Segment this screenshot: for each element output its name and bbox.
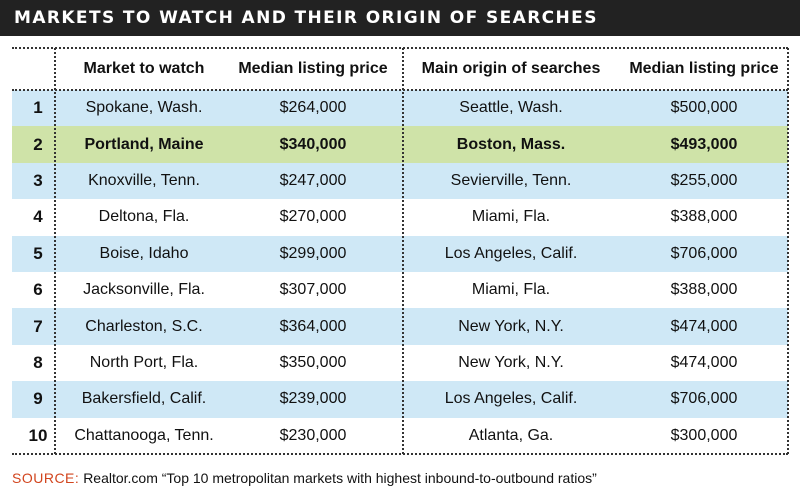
source-label: SOURCE: bbox=[12, 470, 80, 486]
cell-origin: New York, N.Y. bbox=[458, 317, 564, 335]
cell-origin-price: $388,000 bbox=[670, 281, 738, 299]
cell-origin: Los Angeles, Calif. bbox=[444, 244, 578, 262]
table-row: 10 Chattanooga, Tenn. $230,000 Atlanta, Ga.… bbox=[12, 418, 788, 454]
cell-rank: 5 bbox=[33, 243, 43, 263]
cell-market-price: $364,000 bbox=[279, 317, 347, 335]
table-row: 9 Bakersfield, Calif. $239,000 Los Angeles,… bbox=[12, 381, 788, 418]
cell-origin-price: $500,000 bbox=[670, 99, 738, 117]
cell-market-price: $350,000 bbox=[279, 353, 347, 371]
cell-rank: 8 bbox=[33, 352, 43, 372]
source-note: SOURCE: Realtor.com “Top 10 metropolitan… bbox=[12, 470, 597, 486]
table-row: 2 Portland, Maine $340,000 Boston, Mass. $49… bbox=[12, 126, 788, 163]
cell-market-price: $299,000 bbox=[279, 244, 347, 262]
cell-market: Chattanooga, Tenn. bbox=[74, 426, 214, 444]
table-divider bbox=[787, 48, 789, 454]
cell-market-price: $340,000 bbox=[279, 135, 347, 153]
cell-origin: Atlanta, Ga. bbox=[468, 426, 554, 444]
table-row: 3 Knoxville, Tenn. $247,000 Sevierville, Te… bbox=[12, 162, 788, 200]
table-row: 7 Charleston, S.C. $364,000 New York, N.Y. $… bbox=[12, 308, 788, 345]
table-row: 1 Spokane, Wash. $264,000 Seattle, Wash. $50… bbox=[12, 90, 788, 127]
cell-rank: 7 bbox=[33, 316, 43, 336]
source-text: Realtor.com “Top 10 metropolitan markets… bbox=[83, 470, 597, 486]
table-rule bbox=[12, 47, 788, 49]
cell-origin: Los Angeles, Calif. bbox=[444, 390, 578, 408]
header-market-price: Median listing price bbox=[238, 60, 388, 77]
cell-origin: New York, N.Y. bbox=[458, 353, 564, 371]
table-rule bbox=[12, 89, 788, 91]
cell-origin-price: $706,000 bbox=[670, 390, 738, 408]
cell-rank: 6 bbox=[33, 280, 43, 300]
cell-origin-price: $474,000 bbox=[670, 317, 738, 335]
cell-origin: Miami, Fla. bbox=[471, 208, 551, 226]
cell-market: North Port, Fla. bbox=[89, 353, 199, 371]
cell-origin-price: $388,000 bbox=[670, 208, 738, 226]
table-row: 8 North Port, Fla. $350,000 New York, N.Y. $… bbox=[12, 345, 788, 381]
table-divider bbox=[54, 48, 56, 454]
cell-market: Bakersfield, Calif. bbox=[81, 390, 207, 408]
cell-market-price: $307,000 bbox=[279, 281, 347, 299]
cell-market: Deltona, Fla. bbox=[98, 208, 190, 226]
table-divider bbox=[402, 48, 404, 454]
cell-rank: 10 bbox=[28, 425, 48, 445]
cell-market: Spokane, Wash. bbox=[85, 99, 203, 117]
cell-origin: Boston, Mass. bbox=[456, 135, 566, 153]
cell-market-price: $239,000 bbox=[279, 390, 347, 408]
table-rule bbox=[12, 453, 788, 455]
cell-market: Jacksonville, Fla. bbox=[83, 281, 205, 299]
header-market: Market to watch bbox=[83, 60, 205, 77]
chart-title: MARKETS TO WATCH AND THEIR ORIGIN OF SEA… bbox=[0, 0, 800, 36]
table-row: 4 Deltona, Fla. $270,000 Miami, Fla. $388,00… bbox=[12, 199, 788, 235]
cell-origin-price: $706,000 bbox=[670, 244, 738, 262]
cell-origin: Seattle, Wash. bbox=[459, 99, 563, 117]
table-header-row: Market to watch Median listing price Main … bbox=[12, 48, 788, 90]
cell-rank: 2 bbox=[33, 134, 43, 154]
cell-market: Boise, Idaho bbox=[99, 244, 189, 262]
cell-rank: 1 bbox=[33, 98, 43, 118]
table-row: 6 Jacksonville, Fla. $307,000 Miami, Fla. $3… bbox=[12, 272, 788, 308]
markets-table: Market to watch Median listing price Main … bbox=[12, 47, 789, 455]
header-origin: Main origin of searches bbox=[421, 60, 601, 77]
cell-rank: 4 bbox=[33, 207, 43, 227]
cell-origin: Sevierville, Tenn. bbox=[450, 171, 572, 189]
cell-market-price: $264,000 bbox=[279, 99, 347, 117]
cell-rank: 3 bbox=[33, 170, 43, 190]
cell-rank: 9 bbox=[33, 389, 43, 409]
cell-origin-price: $300,000 bbox=[670, 426, 738, 444]
header-origin-price: Median listing price bbox=[629, 60, 779, 77]
cell-market-price: $270,000 bbox=[279, 208, 347, 226]
cell-origin: Miami, Fla. bbox=[471, 281, 551, 299]
cell-market-price: $230,000 bbox=[279, 426, 347, 444]
cell-origin-price: $493,000 bbox=[670, 135, 738, 153]
header-rank bbox=[12, 48, 64, 90]
cell-market: Portland, Maine bbox=[84, 135, 204, 153]
cell-market: Charleston, S.C. bbox=[85, 317, 203, 335]
cell-origin-price: $255,000 bbox=[670, 171, 738, 189]
table-row: 5 Boise, Idaho $299,000 Los Angeles, Calif.… bbox=[12, 235, 788, 272]
cell-market-price: $247,000 bbox=[279, 171, 347, 189]
cell-origin-price: $474,000 bbox=[670, 353, 738, 371]
cell-market: Knoxville, Tenn. bbox=[88, 171, 200, 189]
